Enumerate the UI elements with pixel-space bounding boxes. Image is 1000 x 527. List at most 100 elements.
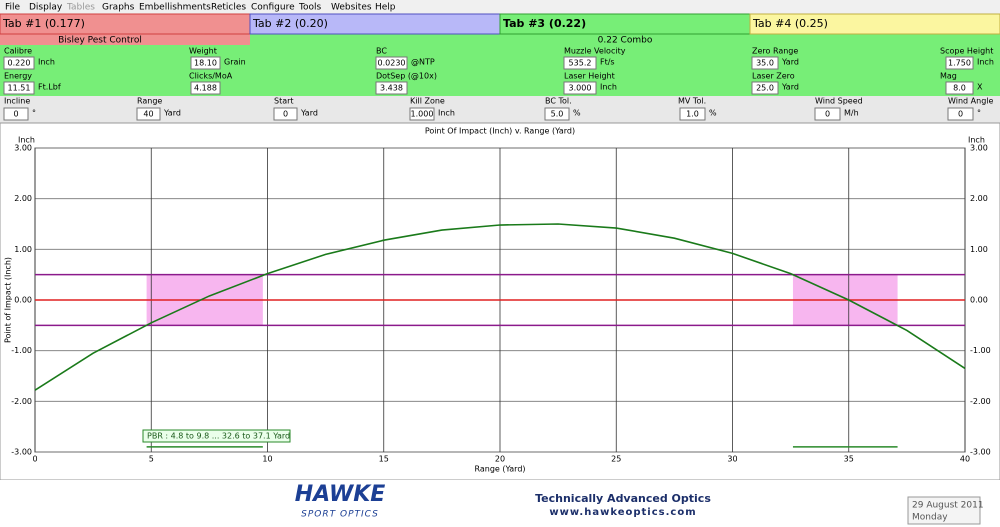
menu-item[interactable]: Tables [66, 3, 95, 13]
field-value[interactable]: 0 [825, 110, 830, 119]
y-tick-label: 0.00 [14, 296, 32, 305]
y-unit-left: Inch [18, 136, 35, 145]
field-label: BC [376, 47, 387, 56]
field-input[interactable] [563, 81, 597, 95]
chart-title: Point Of Impact (Inch) v. Range (Yard) [425, 127, 575, 136]
pbr-label: PBR : 4.8 to 9.8 ... 32.6 to 37.1 Yard [147, 432, 290, 441]
x-tick-label: 10 [262, 455, 272, 464]
field-value[interactable]: 3.438 [380, 84, 403, 93]
field-input[interactable] [375, 81, 408, 95]
field-input[interactable] [273, 107, 298, 121]
field-unit: Yard [300, 109, 318, 118]
field-unit: Inch [977, 58, 994, 67]
field-input[interactable] [544, 107, 570, 121]
field-value[interactable]: 18.10 [194, 59, 217, 68]
field-value[interactable]: 4.188 [194, 84, 217, 93]
y-tick-label-right: 3.00 [970, 144, 988, 153]
field-unit: Yard [781, 83, 799, 92]
field-unit: M/h [844, 109, 859, 118]
menu-item[interactable]: Tools [298, 3, 321, 13]
field-unit: % [573, 109, 581, 118]
y-tick-label: -1.00 [11, 346, 32, 355]
field-input[interactable] [945, 56, 974, 70]
field-value[interactable]: 0.220 [8, 59, 31, 68]
field-unit: ° [32, 109, 36, 118]
field-label: Kill Zone [410, 97, 445, 106]
field-input[interactable] [136, 107, 161, 121]
field-input[interactable] [814, 107, 841, 121]
field-input[interactable] [3, 81, 35, 95]
field-label: Scope Height [940, 47, 993, 56]
field-input[interactable] [751, 81, 779, 95]
field-label: Range [137, 97, 162, 106]
field-unit: Ft/s [600, 58, 615, 67]
menu-item[interactable]: Graphs [102, 3, 135, 13]
field-value[interactable]: 8.0 [953, 84, 966, 93]
x-tick-label: 5 [149, 455, 154, 464]
menu-item[interactable]: Embellishments [139, 3, 211, 13]
date-box [907, 496, 981, 525]
field-value[interactable]: 40 [143, 110, 153, 119]
field-value[interactable]: 25.0 [756, 84, 774, 93]
tab-label[interactable]: Tab #3 (0.22) [503, 17, 586, 30]
field-input[interactable] [947, 107, 974, 121]
field-value[interactable]: 0.0230 [378, 59, 406, 68]
pbr-label-box [142, 429, 291, 443]
logo: HAWKE [295, 482, 386, 507]
field-label: Mag [940, 72, 957, 81]
profile-name-bg [0, 34, 250, 45]
field-input[interactable] [751, 56, 779, 70]
field-value[interactable]: 0 [13, 110, 18, 119]
field-value[interactable]: 11.51 [8, 84, 31, 93]
menu-item[interactable]: Websites [331, 3, 372, 13]
field-label: Zero Range [752, 47, 798, 56]
tab[interactable] [749, 13, 1000, 35]
field-unit: % [709, 109, 717, 118]
field-value[interactable]: 0 [283, 110, 288, 119]
menu-item[interactable]: Configure [251, 3, 295, 13]
field-value[interactable]: 5.0 [551, 110, 564, 119]
y-axis-title: Point of Impact (Inch) [4, 257, 13, 343]
field-input[interactable] [679, 107, 706, 121]
field-label: Wind Angle [948, 97, 993, 106]
tab-label[interactable]: Tab #4 (0.25) [752, 17, 828, 30]
field-unit: X [977, 83, 983, 92]
field-value[interactable]: 1.750 [948, 59, 971, 68]
field-value[interactable]: 1.0 [686, 110, 699, 119]
menu-item[interactable]: Display [29, 3, 63, 13]
y-tick-label-right: -2.00 [970, 397, 991, 406]
menu-item[interactable]: Reticles [211, 3, 246, 13]
y-tick-label: 2.00 [14, 194, 32, 203]
menu-item[interactable]: Help [375, 3, 396, 13]
field-input[interactable] [3, 56, 35, 70]
field-value[interactable]: 0 [958, 110, 963, 119]
field-value[interactable]: 1.000 [411, 110, 434, 119]
field-value[interactable]: 535.2 [569, 59, 592, 68]
field-unit: ° [977, 109, 981, 118]
field-value[interactable]: 3.000 [569, 84, 592, 93]
field-input[interactable] [563, 56, 597, 70]
field-value[interactable]: 35.0 [756, 59, 774, 68]
logo-sub: SPORT OPTICS [301, 510, 379, 520]
profile-name: Bisley Pest Control [58, 36, 142, 46]
field-label: Laser Height [564, 72, 615, 81]
x-tick-label: 30 [727, 455, 737, 464]
field-input[interactable] [3, 107, 29, 121]
field-label: Clicks/MoA [189, 72, 233, 81]
tab-label[interactable]: Tab #2 (0.20) [252, 17, 328, 30]
y-tick-label: 1.00 [14, 245, 32, 254]
field-input[interactable] [945, 81, 974, 95]
menu-item[interactable]: File [5, 3, 21, 13]
field-input[interactable] [409, 107, 435, 121]
field-label: Start [274, 97, 294, 106]
x-tick-label: 20 [495, 455, 505, 464]
x-tick-label: 25 [611, 455, 621, 464]
field-unit: Inch [438, 109, 455, 118]
field-input[interactable] [190, 56, 221, 70]
tab-label[interactable]: Tab #1 (0.177) [2, 17, 85, 30]
field-unit: Grain [224, 58, 246, 67]
field-input[interactable] [375, 56, 408, 70]
field-unit: Ft.Lbf [38, 83, 61, 92]
field-input[interactable] [190, 81, 221, 95]
